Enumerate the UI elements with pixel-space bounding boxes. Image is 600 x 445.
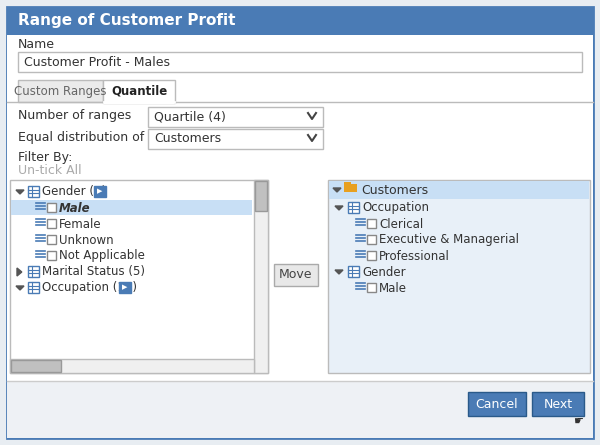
Polygon shape [335,270,343,274]
Bar [344,182,351,186]
Bar [119,282,131,293]
Bar [148,107,323,127]
Polygon shape [16,286,24,290]
Text: Custom Ranges: Custom Ranges [14,85,106,97]
Bar [468,392,526,416]
Bar [348,202,359,213]
Bar [103,80,175,103]
Bar [47,219,56,228]
Bar [28,282,39,293]
Bar [7,7,593,35]
Text: Un-tick All: Un-tick All [18,163,82,177]
Bar [18,52,582,72]
Bar [94,186,106,197]
Text: Executive & Managerial: Executive & Managerial [379,234,519,247]
Text: ▶: ▶ [97,188,103,194]
Text: Occupation (14): Occupation (14) [42,282,137,295]
Bar [104,102,174,104]
Bar [367,235,376,244]
Text: Name: Name [18,39,55,52]
Text: Clerical: Clerical [379,218,423,231]
Bar [18,80,103,102]
Bar [254,180,268,373]
Text: Filter By:: Filter By: [18,150,73,163]
Polygon shape [17,268,22,276]
Text: Marital Status (5): Marital Status (5) [42,266,145,279]
Bar [10,359,254,373]
Bar [148,129,323,149]
Text: Gender: Gender [362,266,406,279]
Bar [255,181,267,211]
Text: Male: Male [59,202,91,214]
Text: Quartile (4): Quartile (4) [154,110,226,124]
Bar [367,251,376,260]
Text: Gender (4): Gender (4) [42,186,106,198]
Text: Customer Profit - Males: Customer Profit - Males [24,56,170,69]
Bar [329,181,589,199]
Text: Equal distribution of: Equal distribution of [18,130,144,143]
Text: Next: Next [544,397,572,410]
Bar [328,180,590,373]
Text: Customers: Customers [154,133,221,146]
Bar [274,264,318,286]
Text: Cancel: Cancel [476,397,518,410]
Bar [367,219,376,228]
Bar [28,266,39,277]
Polygon shape [333,188,341,192]
Bar [348,266,359,277]
Bar [47,251,56,260]
Bar [532,392,584,416]
Bar [47,235,56,244]
Text: Number of ranges: Number of ranges [18,109,131,121]
Bar [367,283,376,292]
Text: Unknown: Unknown [59,234,113,247]
Text: Move: Move [279,268,313,282]
Text: Quantile: Quantile [111,85,167,97]
Polygon shape [335,206,343,210]
Text: Female: Female [59,218,101,231]
Bar [10,180,268,373]
Bar [47,203,56,212]
Text: ☛: ☛ [573,416,583,426]
Bar [11,200,252,215]
Bar [7,381,593,438]
Bar [11,360,61,372]
Text: Male: Male [379,282,407,295]
Polygon shape [16,190,24,194]
Text: Professional: Professional [379,250,450,263]
Text: Customers: Customers [361,183,428,197]
Text: Range of Customer Profit: Range of Customer Profit [18,13,235,28]
Text: ▶: ▶ [122,284,128,290]
Bar [344,184,357,192]
Text: Not Applicable: Not Applicable [59,250,145,263]
Text: Occupation: Occupation [362,202,429,214]
Bar [28,186,39,197]
